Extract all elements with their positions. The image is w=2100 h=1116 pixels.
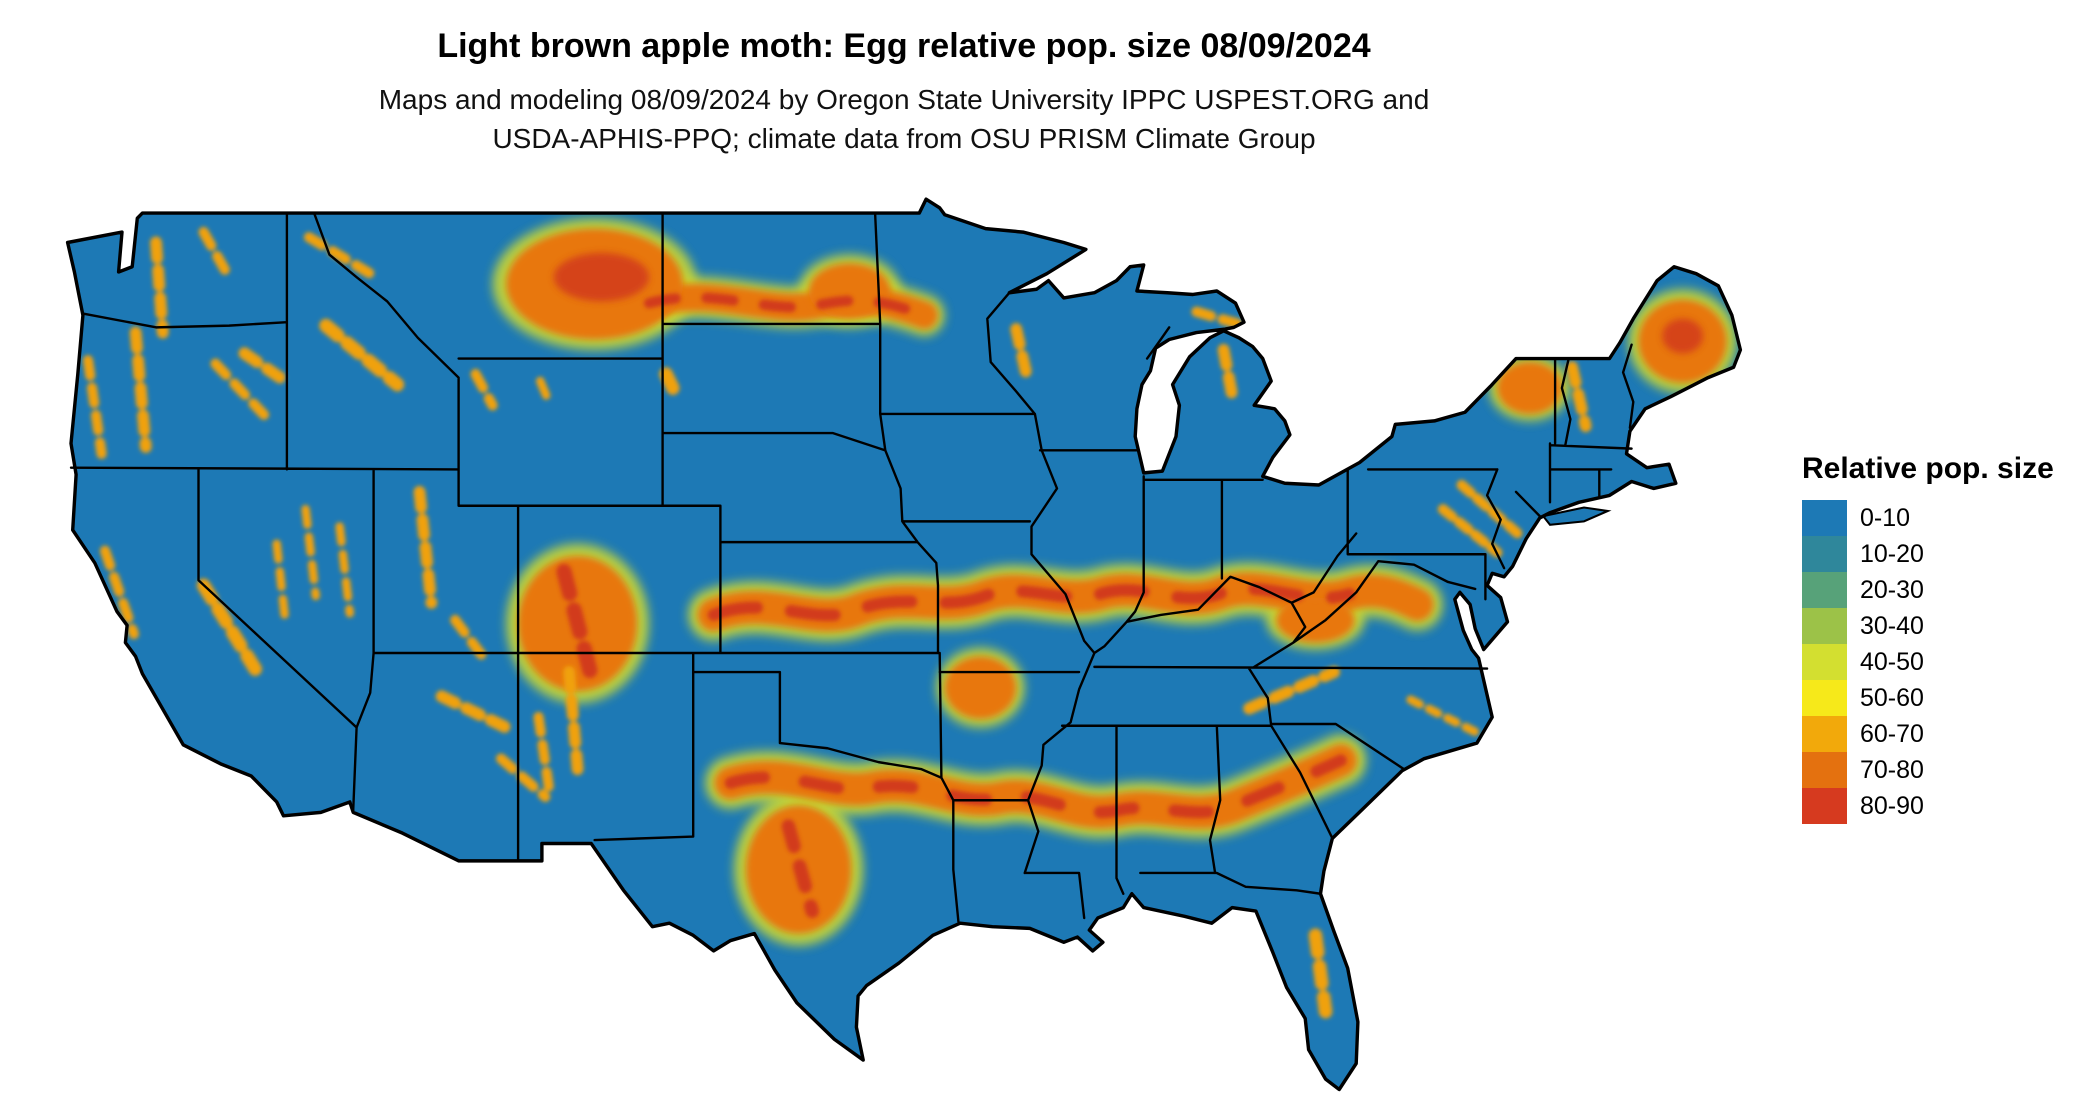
legend-item: 60-70 xyxy=(1802,716,2054,752)
legend-label: 20-30 xyxy=(1860,575,1924,604)
legend-label: 40-50 xyxy=(1860,647,1924,676)
speckle-chains xyxy=(82,226,1592,1019)
legend-item: 70-80 xyxy=(1802,752,2054,788)
legend-label: 70-80 xyxy=(1860,755,1924,784)
legend-label: 30-40 xyxy=(1860,611,1924,640)
legend-swatch xyxy=(1802,572,1847,608)
state-borders xyxy=(69,211,1635,923)
core-blobs xyxy=(553,252,1703,354)
page-title: Light brown apple moth: Egg relative pop… xyxy=(437,27,1371,65)
legend-label: 50-60 xyxy=(1860,683,1924,712)
credit-line-2: USDA-APHIS-PPQ; climate data from OSU PR… xyxy=(492,123,1316,155)
legend-swatch xyxy=(1802,788,1847,824)
legend-item: 40-50 xyxy=(1802,644,2054,680)
legend-label: 10-20 xyxy=(1860,539,1924,568)
legend-swatch xyxy=(1802,680,1847,716)
legend-item: 30-40 xyxy=(1802,608,2054,644)
legend-label: 80-90 xyxy=(1860,791,1924,820)
credit-line-1: Maps and modeling 08/09/2024 by Oregon S… xyxy=(378,83,1430,115)
us-base xyxy=(67,199,1741,1090)
us-map xyxy=(65,197,1743,1092)
legend-item: 0-10 xyxy=(1802,500,2054,536)
legend-label: 60-70 xyxy=(1860,719,1924,748)
legend-swatch xyxy=(1802,716,1847,752)
legend-label: 0-10 xyxy=(1860,503,1911,532)
legend-swatch xyxy=(1802,608,1847,644)
legend-title: Relative pop. size xyxy=(1802,452,2054,485)
density-legend: Relative pop. size 0-10 10-20 20-30 30-4… xyxy=(1802,452,2054,824)
legend-swatch xyxy=(1802,644,1847,680)
long-island xyxy=(1541,506,1612,526)
legend-item: 80-90 xyxy=(1802,788,2054,824)
legend-item: 10-20 xyxy=(1802,536,2054,572)
legend-item: 50-60 xyxy=(1802,680,2054,716)
density-overlay xyxy=(82,218,1737,1019)
legend-swatch xyxy=(1802,752,1847,788)
core-bands xyxy=(556,292,1356,919)
map-header: Light brown apple moth: Egg relative pop… xyxy=(54,26,1754,157)
legend-item: 20-30 xyxy=(1802,572,2054,608)
legend-swatch xyxy=(1802,536,1847,572)
legend-swatch xyxy=(1802,500,1847,536)
